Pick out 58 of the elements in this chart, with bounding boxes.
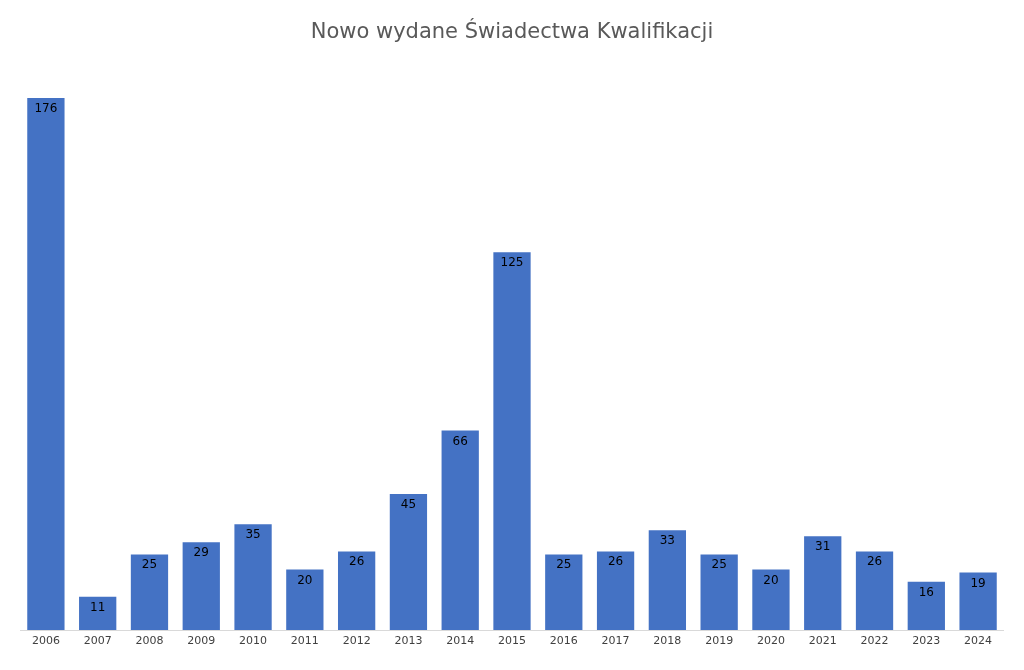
data-label: 33 <box>659 533 676 548</box>
data-label: 25 <box>556 557 572 572</box>
data-label: 25 <box>711 557 727 572</box>
bar <box>700 554 738 630</box>
x-tick-label: 2023 <box>912 634 941 648</box>
data-label: 26 <box>607 554 624 569</box>
bar <box>752 569 790 630</box>
x-tick-label: 2019 <box>705 634 734 648</box>
data-label: 25 <box>141 557 158 572</box>
bar <box>545 554 583 630</box>
bar <box>130 554 169 630</box>
data-label: 176 <box>34 101 58 115</box>
x-tick-label: 2014 <box>446 634 475 648</box>
bar <box>907 581 945 630</box>
x-tick-label: 2010 <box>239 634 268 648</box>
data-label: 20 <box>297 572 313 587</box>
data-label: 45 <box>400 496 417 511</box>
bar <box>234 524 272 630</box>
data-label: 125 <box>500 255 524 270</box>
x-tick-label: 2016 <box>549 634 578 648</box>
bar <box>855 551 894 630</box>
x-tick-label: 2018 <box>653 634 682 648</box>
bar <box>804 536 842 630</box>
x-tick-label: 2015 <box>498 634 526 648</box>
bar <box>493 252 531 630</box>
x-tick-label: 2021 <box>808 634 837 648</box>
bar <box>182 542 220 630</box>
x-tick-label: 2024 <box>964 634 993 648</box>
data-label: 66 <box>452 433 468 448</box>
bar <box>79 596 117 630</box>
bar <box>337 551 376 630</box>
x-tick-label: 2013 <box>394 634 423 648</box>
x-tick-label: 2017 <box>601 634 630 648</box>
x-tick-label: 2022 <box>860 634 889 648</box>
data-label: 20 <box>763 572 779 587</box>
x-tick-label: 2020 <box>756 634 785 648</box>
bar <box>27 98 65 630</box>
x-tick-label: 2008 <box>135 634 164 648</box>
bar <box>959 572 997 630</box>
bar <box>596 551 635 630</box>
x-tick-label: 2007 <box>83 634 112 648</box>
data-label: 31 <box>815 539 831 554</box>
data-label: 26 <box>348 554 365 569</box>
data-label: 26 <box>866 554 883 569</box>
chart-title: Nowo wydane Świadectwa Kwalifikacji <box>310 18 714 44</box>
bar <box>648 530 687 630</box>
data-label: 16 <box>918 584 934 599</box>
data-label: 19 <box>970 575 986 590</box>
x-tick-label: 2009 <box>187 634 216 648</box>
bar <box>441 430 479 630</box>
x-tick-label: 2012 <box>342 634 371 648</box>
x-tick-label: 2006 <box>31 634 60 648</box>
x-tick-label: 2011 <box>290 634 319 648</box>
data-label: 11 <box>90 599 106 614</box>
bar <box>389 493 428 630</box>
data-label: 35 <box>245 527 261 542</box>
bar <box>286 569 324 630</box>
data-label: 29 <box>193 545 209 560</box>
